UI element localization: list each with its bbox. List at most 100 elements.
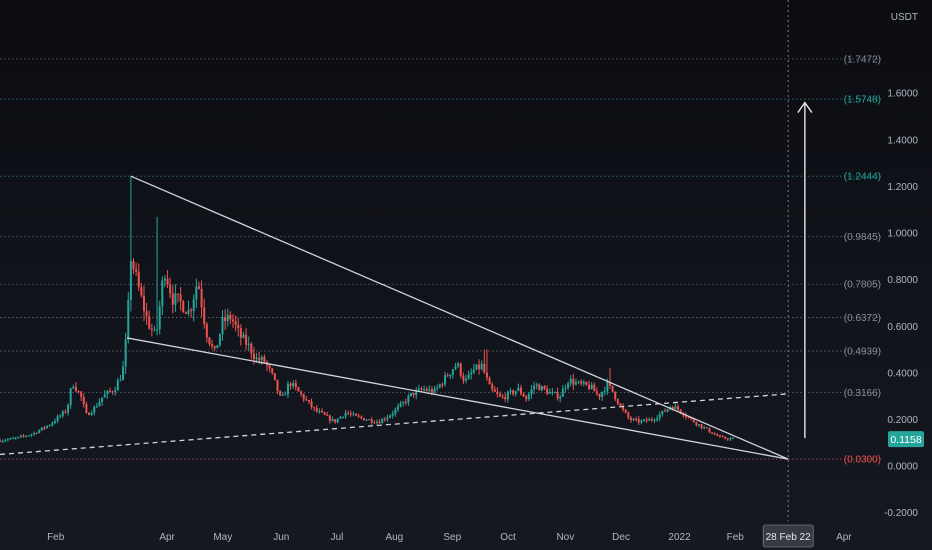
candle-body — [284, 394, 287, 396]
candle-body — [679, 409, 682, 413]
trendline[interactable] — [130, 175, 789, 460]
candle-body — [438, 384, 441, 388]
candle-body — [297, 387, 300, 392]
candle-body — [585, 381, 588, 385]
price-tick-label: 0.8000 — [887, 275, 918, 286]
candle-body — [472, 369, 475, 373]
candle-body — [318, 411, 321, 413]
candle-body — [237, 324, 240, 329]
time-tick-label: Nov — [556, 532, 574, 543]
candle-body — [106, 390, 109, 395]
candle-body — [653, 419, 656, 421]
fib-level-label: (1.5748) — [844, 95, 881, 106]
trendline[interactable] — [0, 393, 789, 456]
time-axis[interactable]: Feb Apr May Jun Jul Aug Sep Oct Nov Dec 2022 Feb Apr… — [47, 524, 852, 548]
candle-body — [286, 383, 289, 395]
candle-body — [90, 412, 93, 415]
candle-body — [95, 406, 98, 408]
price-unit-label: USDT — [891, 12, 918, 23]
candle-body — [598, 393, 601, 398]
candle-body — [389, 415, 392, 418]
candle-body — [616, 398, 619, 404]
candle-body — [525, 396, 528, 400]
last-price-badge — [888, 431, 924, 448]
candle-body — [321, 411, 324, 413]
candle-body — [250, 343, 253, 354]
candle-body — [619, 403, 622, 406]
candle-body — [464, 379, 467, 381]
candle-body — [190, 309, 193, 311]
candle-body — [446, 375, 449, 377]
candle-body — [504, 396, 507, 400]
candle-body — [59, 415, 62, 417]
candle-body — [475, 364, 478, 370]
candle-body — [216, 345, 219, 349]
candle-body — [25, 435, 28, 437]
candle-body — [205, 323, 208, 338]
candle-body — [399, 403, 402, 407]
candle-body — [326, 414, 329, 416]
time-tick-label: Feb — [727, 532, 745, 543]
candle-body — [300, 391, 303, 395]
candle-body — [580, 381, 583, 384]
candle-body — [643, 419, 646, 421]
fib-level-label: (0.4939) — [844, 346, 881, 357]
candle-body — [255, 357, 258, 360]
fib-levels: (1.7472) (1.5748) (1.2444) (0.9845) (0.7805)… — [0, 54, 881, 466]
candle-body — [252, 353, 255, 360]
candle-body — [33, 432, 36, 435]
fib-level-label: (0.7805) — [844, 280, 881, 291]
candle-body — [349, 413, 352, 415]
candle-body — [101, 397, 104, 402]
candle-body — [522, 393, 525, 397]
candle-body — [732, 437, 735, 439]
date-marker-label: 28 Feb 22 — [766, 532, 811, 543]
trendline[interactable] — [126, 337, 789, 460]
candle-body — [108, 390, 111, 392]
candle-body — [289, 383, 292, 387]
candle-body — [148, 316, 151, 329]
time-tick-label: May — [213, 532, 232, 543]
candle-body — [705, 427, 708, 429]
candle-body — [182, 301, 185, 313]
fib-level-label: (0.0300) — [844, 455, 881, 466]
time-tick-label: Apr — [159, 532, 175, 543]
candle-body — [61, 411, 64, 416]
candle-body — [27, 435, 30, 437]
candle-body — [315, 407, 318, 412]
candle-body — [556, 391, 559, 399]
candle-body — [695, 422, 698, 425]
candle-body — [459, 363, 462, 376]
trendlines — [0, 101, 813, 460]
price-axis[interactable]: 1.6000 1.4000 1.2000 1.0000 0.8000 0.6000 0.40… — [884, 89, 924, 519]
projection-arrow-head — [797, 101, 813, 113]
candle-body — [195, 286, 198, 300]
candle-body — [396, 406, 399, 410]
candle-body — [169, 284, 172, 294]
candle-body — [687, 416, 690, 418]
candle-body — [221, 317, 224, 334]
candle-body — [496, 391, 499, 394]
candle-body — [260, 356, 263, 361]
candle-body — [622, 405, 625, 410]
candle-body — [535, 384, 538, 386]
candle-body — [51, 422, 54, 426]
candle-body — [368, 419, 371, 421]
candle-body — [637, 418, 640, 423]
candle-body — [483, 363, 486, 373]
candle-body — [6, 439, 9, 441]
candle-body — [72, 386, 75, 389]
time-tick-label: Oct — [500, 532, 516, 543]
candle-body — [412, 392, 415, 396]
candle-body — [77, 391, 80, 393]
candle-body — [430, 389, 433, 393]
fib-level-label: (1.2444) — [844, 172, 881, 183]
candle-body — [378, 421, 381, 424]
price-tick-label: 1.0000 — [887, 229, 918, 240]
time-tick-label: Apr — [836, 532, 852, 543]
candle-body — [444, 375, 447, 385]
candle-body — [601, 391, 604, 398]
candle-body — [179, 294, 182, 302]
candle-body — [161, 280, 164, 307]
